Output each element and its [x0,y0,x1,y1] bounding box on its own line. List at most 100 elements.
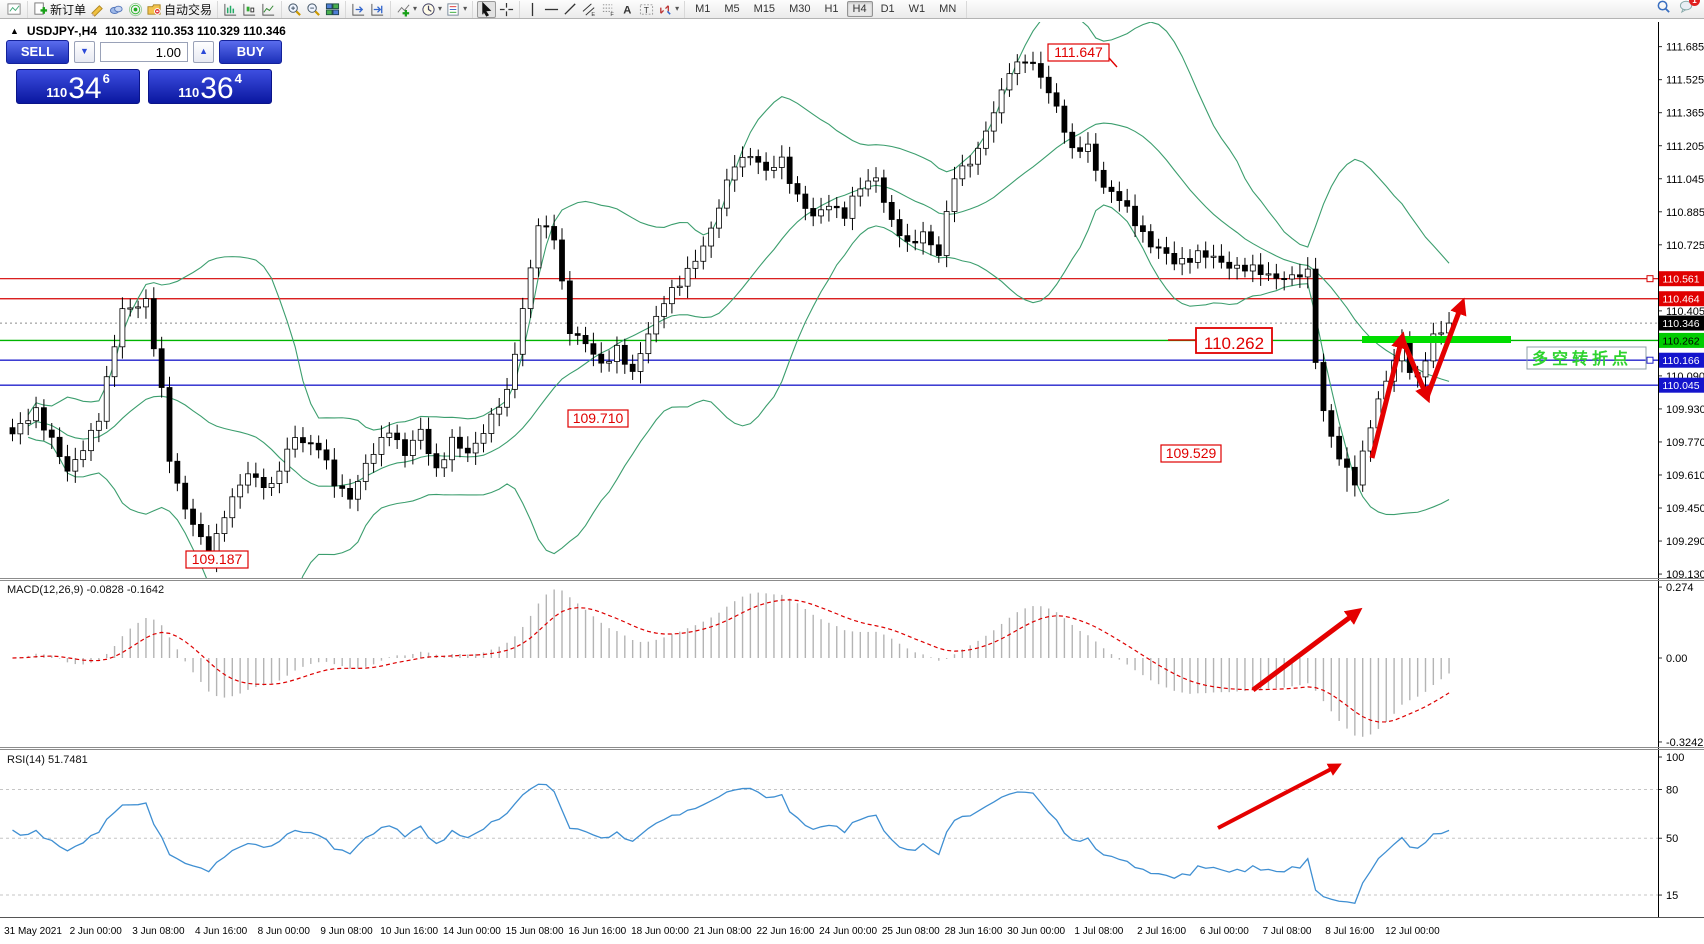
line-chart-button[interactable] [260,2,277,17]
volume-decrease-icon[interactable]: ▼ [73,41,95,63]
trend-line-button[interactable] [562,2,579,17]
main-chart-area[interactable]: 111.647 110.262 109.710 109.529 109.187 多空转折点 [0,11,1658,620]
candle-chart-button[interactable] [241,2,258,17]
new-order-button[interactable]: 新订单 [32,1,87,18]
timeframe-m5-button[interactable]: M5 [724,3,740,15]
search-button[interactable] [1656,0,1671,19]
bar-chart-button[interactable] [222,2,239,17]
trend-arrow[interactable] [1399,337,1431,404]
auto-scroll-button[interactable] [369,2,386,17]
zoom-out-button[interactable] [305,2,322,17]
line-chart-icon[interactable] [261,2,276,17]
bar-chart-icon[interactable] [223,2,238,17]
price-scale[interactable]: 111.685 111.525 111.365 111.205 111.045 110.8… [1646,20,1704,918]
cursor-icon[interactable] [479,1,494,17]
periods-button[interactable]: ▾ [420,2,443,17]
trend-arrow[interactable] [1424,297,1467,398]
chart-window-button[interactable] [6,2,23,17]
timeframe-w1-button[interactable]: W1 [908,3,926,15]
macd-panel[interactable] [12,589,1450,737]
crosshair-icon[interactable] [499,2,514,17]
trend-line-icon[interactable] [563,2,578,17]
candle-chart-icon[interactable] [242,2,257,17]
timeframe-m15-button[interactable]: M15 [753,3,776,15]
tile-windows-button[interactable] [324,2,341,17]
rsi-arrow[interactable] [1217,763,1342,830]
turning-point-zone[interactable] [1362,336,1511,343]
price-annotation[interactable]: 109.529 [1160,444,1222,463]
line-endpoint-marker[interactable] [1646,356,1654,364]
crosshair-button[interactable] [498,2,515,17]
price-annotation[interactable]: 111.647 [1047,43,1118,68]
text-icon[interactable]: A [620,2,635,17]
timeframe-d1-button[interactable]: D1 [880,3,895,15]
buy-price-main: 36 [200,72,234,105]
periods-icon[interactable] [421,2,436,17]
buy-button[interactable]: BUY [219,40,282,64]
cloud-icon[interactable] [109,2,124,17]
cn-note[interactable]: 多空转折点 [1526,346,1647,370]
equidistant-channel-icon[interactable]: E [582,2,597,17]
signal-icon[interactable] [128,2,143,17]
macd-arrow[interactable] [1251,607,1363,692]
price-annotation[interactable]: 109.710 [567,409,629,428]
indicators-icon[interactable] [396,2,411,17]
chevron-down-icon[interactable]: ▾ [463,4,468,13]
vertical-line-icon[interactable] [525,2,540,17]
cloud-button[interactable] [108,2,125,17]
collapse-icon[interactable]: ▲ [10,26,19,36]
sell-price-display[interactable]: 110 34 6 [16,69,140,104]
cursor-button[interactable] [477,0,497,18]
fibonacci-button[interactable]: F [600,2,617,17]
chevron-down-icon[interactable]: ▾ [438,4,443,13]
line-endpoint-marker[interactable] [1646,275,1654,283]
volume-input[interactable] [100,42,188,62]
search-icon[interactable] [1656,0,1671,18]
chevron-down-icon[interactable]: ▾ [413,4,418,13]
chart-shift-icon[interactable] [351,2,366,17]
rsi-panel[interactable] [0,763,1658,905]
chart-window-icon[interactable] [7,2,22,17]
horizontal-line-button[interactable] [543,2,560,17]
price-annotation[interactable]: 110.262 [1168,327,1273,354]
auto-scroll-icon[interactable] [370,2,385,17]
timeframe-m1-button[interactable]: M1 [695,3,711,15]
fibonacci-icon[interactable]: F [601,2,616,17]
text-label-button[interactable]: T [638,2,655,17]
chart-shift-button[interactable] [350,2,367,17]
text-button[interactable]: A [619,2,636,17]
auto-trading-icon[interactable] [147,2,162,17]
arrows-icon[interactable] [658,2,673,17]
buy-price-display[interactable]: 110 36 4 [148,69,272,104]
auto-trading-button[interactable]: 自动交易 [146,1,213,18]
chat-button[interactable]: 1 [1679,0,1700,19]
indicators-button[interactable]: ▾ [395,2,418,17]
templates-button[interactable]: ▾ [445,2,468,17]
signal-button[interactable] [127,2,144,17]
zoom-in-icon[interactable] [287,2,302,17]
zoom-in-button[interactable] [286,2,303,17]
timeframe-h4-button[interactable]: H4 [846,1,873,17]
sell-button[interactable]: SELL [6,40,69,64]
equidistant-channel-button[interactable]: E [581,2,598,17]
svg-text:15: 15 [1666,890,1678,902]
horizontal-line-icon[interactable] [544,2,559,17]
text-label-icon[interactable]: T [639,2,654,17]
trend-arrow[interactable] [1369,331,1408,459]
templates-icon[interactable] [446,2,461,17]
timeframe-m30-button[interactable]: M30 [789,3,811,15]
timeframe-h1-button[interactable]: H1 [824,3,839,15]
time-scale[interactable]: 31 May 2021 2 Jun 00:00 3 Jun 08:00 4 Jun 1… [4,926,1440,937]
tile-windows-icon[interactable] [325,2,340,17]
crayon-button[interactable] [89,2,106,17]
price-annotation[interactable]: 109.187 [185,550,249,569]
new-order-icon[interactable] [33,1,48,17]
timeframe-mn-button[interactable]: MN [939,3,957,15]
chevron-down-icon[interactable]: ▾ [675,4,680,13]
crayon-icon[interactable] [90,2,105,17]
volume-increase-icon[interactable]: ▲ [193,41,215,63]
zoom-out-icon[interactable] [306,2,321,17]
arrows-button[interactable]: ▾ [657,2,680,17]
vertical-line-button[interactable] [524,2,541,17]
